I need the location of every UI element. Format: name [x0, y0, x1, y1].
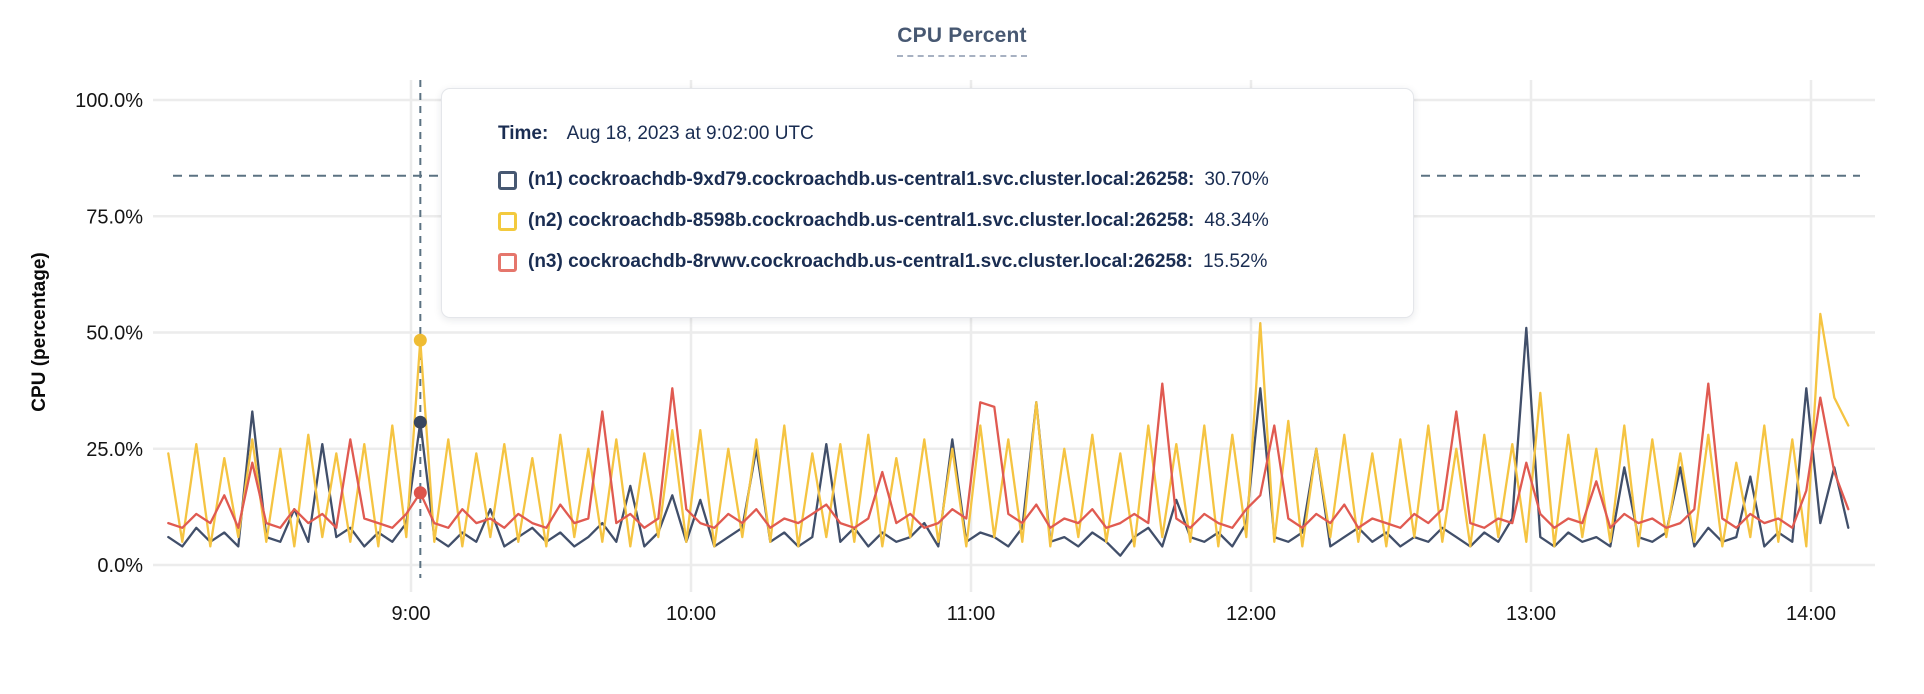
- tooltip-time-label: Time:: [498, 123, 549, 144]
- legend-node-n2: (n2): [528, 210, 563, 231]
- y-tick-label: 75.0%: [86, 206, 143, 228]
- legend-value-n2: 48.34%: [1204, 210, 1269, 231]
- legend-address-n2: cockroachdb-8598b.cockroachdb.us-central…: [568, 210, 1195, 231]
- chart-title: CPU Percent: [897, 24, 1027, 57]
- legend-row-n3: (n3) cockroachdb-8rvwv.cockroachdb.us-ce…: [498, 251, 1413, 273]
- series-swatch-n2: [498, 211, 517, 231]
- series-swatch-n1: [498, 170, 517, 190]
- chart-tooltip: Time: Aug 18, 2023 at 9:02:00 UTC (n1) c…: [441, 88, 1414, 318]
- series-line-n3: [167, 382, 1850, 529]
- y-axis-title: CPU (percentage): [29, 252, 50, 411]
- y-tick-label: 25.0%: [86, 439, 143, 461]
- hover-dot-n1: [413, 415, 427, 429]
- y-tick-label: 100.0%: [75, 90, 143, 112]
- series-swatch-n3: [498, 252, 517, 272]
- series-line-n2: [167, 312, 1850, 548]
- chart-header: CPU Percent: [0, 24, 1924, 57]
- legend-value-n3: 15.52%: [1202, 251, 1268, 272]
- hover-dot-n3: [413, 486, 427, 500]
- legend-node-n1: (n1): [528, 169, 563, 190]
- x-tick-label: 13:00: [1506, 603, 1556, 625]
- x-tick-label: 10:00: [666, 603, 716, 625]
- legend-node-n3: (n3): [528, 251, 563, 272]
- x-tick-label: 14:00: [1786, 603, 1836, 625]
- x-tick-label: 11:00: [947, 603, 996, 625]
- hover-dot-n2: [413, 333, 427, 347]
- x-tick-label: 9:00: [392, 603, 431, 625]
- x-tick-label: 12:00: [1226, 603, 1276, 625]
- legend-row-n1: (n1) cockroachdb-9xd79.cockroachdb.us-ce…: [498, 169, 1413, 191]
- legend-value-n1: 30.70%: [1204, 169, 1269, 190]
- legend-row-n2: (n2) cockroachdb-8598b.cockroachdb.us-ce…: [498, 210, 1413, 232]
- y-tick-label: 50.0%: [86, 323, 143, 345]
- legend-address-n3: cockroachdb-8rvwv.cockroachdb.us-central…: [568, 251, 1193, 272]
- series-line-n1: [167, 326, 1850, 557]
- tooltip-time-row: Time: Aug 18, 2023 at 9:02:00 UTC: [498, 123, 1413, 145]
- legend-address-n1: cockroachdb-9xd79.cockroachdb.us-central…: [568, 169, 1195, 190]
- y-tick-label: 0.0%: [97, 555, 143, 577]
- tooltip-time-value: Aug 18, 2023 at 9:02:00 UTC: [566, 123, 814, 144]
